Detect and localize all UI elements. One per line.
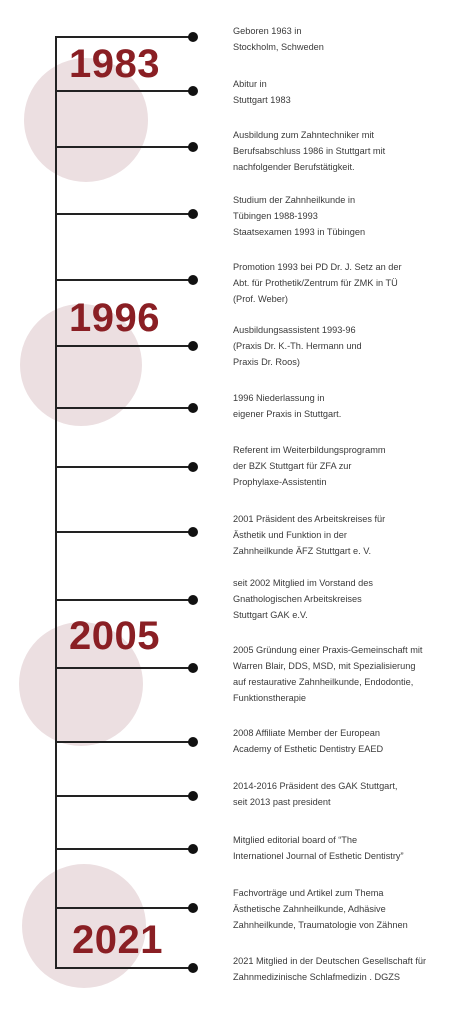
year-label: 1983 [69, 42, 160, 86]
timeline-dot [188, 595, 198, 605]
timeline-dot [188, 403, 198, 413]
timeline-tick [55, 466, 193, 468]
timeline-dot [188, 275, 198, 285]
timeline-entry: Ausbildungsassistent 1993-96 (Praxis Dr.… [233, 325, 362, 367]
timeline-tick [55, 907, 193, 909]
timeline-tick [55, 599, 193, 601]
timeline-tick [55, 667, 193, 669]
timeline-dot [188, 527, 198, 537]
timeline-dot [188, 341, 198, 351]
timeline-entry: 2008 Affiliate Member der European Acade… [233, 728, 384, 754]
year-circle-1983 [24, 58, 148, 182]
timeline-entry: Referent im Weiterbildungsprogramm der B… [233, 445, 386, 487]
timeline-entry: 1996 Niederlassung in eigener Praxis in … [233, 393, 342, 419]
timeline-tick [55, 36, 193, 38]
timeline-tick [55, 345, 193, 347]
timeline-entry: Promotion 1993 bei PD Dr. J. Setz an der… [233, 262, 402, 304]
timeline-tick [55, 741, 193, 743]
timeline-tick [55, 279, 193, 281]
timeline-dot [188, 737, 198, 747]
timeline-dot [188, 963, 198, 973]
timeline-entry: Mitglied editorial board of “The Interna… [233, 835, 404, 861]
timeline-dot [188, 844, 198, 854]
timeline-entry: Studium der Zahnheilkunde in Tübingen 19… [233, 195, 366, 237]
timeline-dot [188, 142, 198, 152]
timeline-tick [55, 213, 193, 215]
timeline-dot [188, 32, 198, 42]
timeline-entry: seit 2002 Mitglied im Vorstand des Gnath… [233, 578, 373, 620]
timeline-tick [55, 967, 193, 969]
timeline-dot [188, 663, 198, 673]
year-circle-2005 [19, 622, 143, 746]
timeline-tick [55, 848, 193, 850]
timeline-dot [188, 462, 198, 472]
timeline-entry: 2001 Präsident des Arbeitskreises für Äs… [233, 514, 386, 556]
timeline-entry: Geboren 1963 in Stockholm, Schweden [233, 26, 324, 52]
timeline-tick [55, 407, 193, 409]
timeline-tick [55, 795, 193, 797]
timeline-tick [55, 90, 193, 92]
timeline-dot [188, 209, 198, 219]
year-label: 2021 [72, 918, 163, 962]
timeline-dot [188, 791, 198, 801]
timeline-entry: 2005 Gründung einer Praxis-Gemeinschaft … [233, 645, 423, 703]
timeline-dot [188, 86, 198, 96]
year-label: 2005 [69, 614, 160, 658]
timeline-entry: Ausbildung zum Zahntechniker mit Berufsa… [233, 130, 386, 172]
year-label: 1996 [69, 296, 160, 340]
timeline-entry: Abitur in Stuttgart 1983 [233, 79, 291, 105]
year-circle-1996 [20, 304, 142, 426]
timeline-tick [55, 531, 193, 533]
timeline-entry: 2021 Mitglied in der Deutschen Gesellsch… [233, 956, 427, 982]
timeline-entry: Fachvorträge und Artikel zum Thema Ästhe… [233, 888, 408, 930]
timeline-tick [55, 146, 193, 148]
timeline-dot [188, 903, 198, 913]
timeline-spine [55, 36, 57, 968]
timeline-entry: 2014-2016 Präsident des GAK Stuttgart, s… [233, 781, 398, 807]
